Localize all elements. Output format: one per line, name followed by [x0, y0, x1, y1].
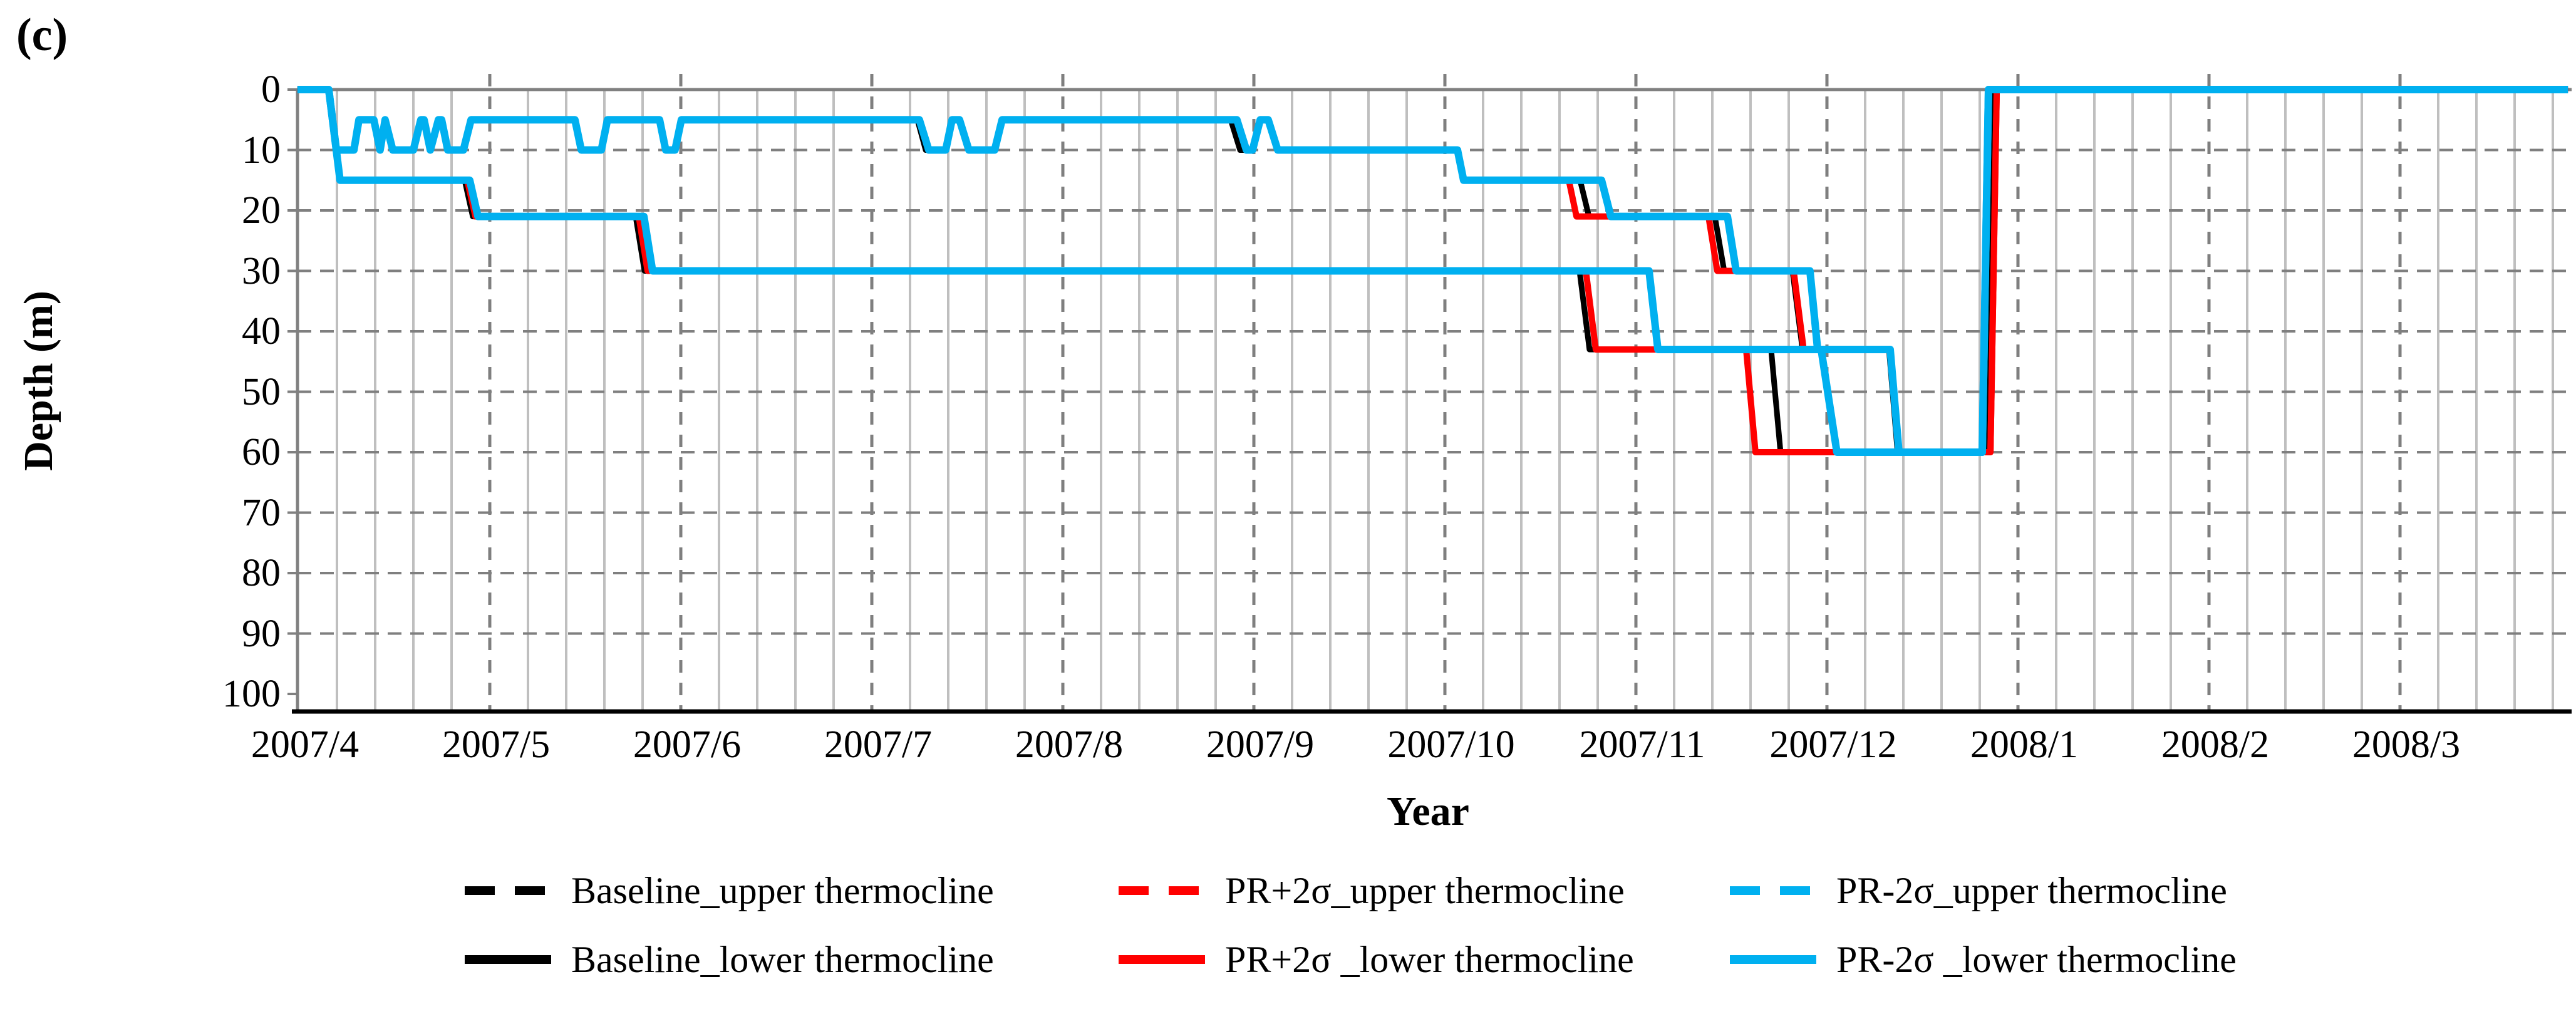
y-tick-label: 10: [242, 128, 281, 172]
x-tick-label: 2007/8: [1015, 723, 1124, 766]
legend-item-pr-minus-upper: PR-2σ_upper thermocline: [1730, 866, 2227, 916]
x-tick-label: 2007/11: [1579, 723, 1705, 766]
x-tick-label: 2008/3: [2352, 723, 2461, 766]
y-tick-label: 0: [261, 68, 281, 111]
y-tick-label: 70: [242, 491, 281, 534]
pr-plus-lower-solid-line-sample: [1119, 955, 1205, 964]
pr-plus-upper-dashed-line-sample: [1119, 886, 1205, 895]
x-tick-label: 2007/7: [824, 723, 933, 766]
y-tick-label: 40: [242, 310, 281, 353]
legend-label: Baseline_lower thermocline: [571, 939, 994, 980]
legend-row-upper: Baseline_upper thermocline PR+2σ_upper t…: [0, 866, 2576, 916]
legend-label: PR+2σ_upper thermocline: [1225, 870, 1625, 911]
legend-item-pr-minus-lower: PR-2σ _lower thermocline: [1730, 934, 2237, 985]
y-tick-label: 50: [242, 370, 281, 413]
x-axis-title: Year: [1387, 789, 1469, 834]
pr-minus-lower-solid-line-sample: [1730, 955, 1816, 964]
legend-item-baseline-lower: Baseline_lower thermocline: [465, 934, 994, 985]
figure-label: (c): [16, 9, 68, 61]
baseline-upper-dashed-line-sample: [465, 886, 551, 895]
y-tick-label: 30: [242, 249, 281, 292]
legend-label: PR-2σ _lower thermocline: [1836, 939, 2237, 980]
legend-item-baseline-upper: Baseline_upper thermocline: [465, 866, 994, 916]
x-tick-label: 2007/6: [633, 723, 742, 766]
baseline-lower-solid-line-sample: [465, 955, 551, 964]
pr-minus-upper-dashed-line-sample: [1730, 886, 1816, 895]
x-tick-label: 2007/5: [442, 723, 551, 766]
series-pr-2-upper-thermocline: [297, 86, 2568, 456]
legend-label: PR-2σ_upper thermocline: [1836, 870, 2227, 911]
legend-row-lower: Baseline_lower thermocline PR+2σ _lower …: [0, 934, 2576, 985]
y-tick-label: 20: [242, 189, 281, 232]
legend-item-pr-plus-lower: PR+2σ _lower thermocline: [1119, 934, 1634, 985]
x-tick-label: 2008/2: [2161, 723, 2270, 766]
x-tick-label: 2007/12: [1769, 723, 1897, 766]
y-tick-label: 90: [242, 612, 281, 655]
y-axis-title: Depth (m): [16, 291, 61, 471]
legend-label: PR+2σ _lower thermocline: [1225, 939, 1634, 980]
legend-item-pr-plus-upper: PR+2σ_upper thermocline: [1119, 866, 1625, 916]
y-tick-label: 60: [242, 431, 281, 473]
x-tick-label: 2007/10: [1387, 723, 1515, 766]
x-tick-label: 2008/1: [1970, 723, 2079, 766]
x-tick-label: 2007/4: [251, 723, 360, 766]
x-tick-label: 2007/9: [1206, 723, 1315, 766]
y-tick-label: 80: [242, 552, 281, 594]
legend-label: Baseline_upper thermocline: [571, 870, 994, 911]
series-pr-2-lower-thermocline: [297, 86, 2568, 456]
y-tick-label: 100: [222, 673, 281, 715]
